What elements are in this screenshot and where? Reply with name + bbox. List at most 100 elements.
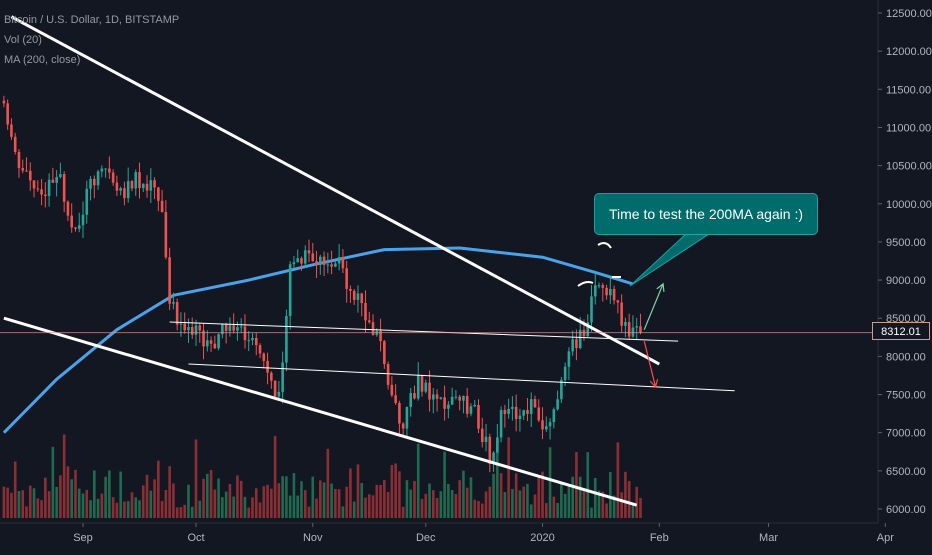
- volume-bar: [66, 466, 70, 518]
- candle-body: [206, 340, 209, 347]
- volume-bar: [458, 480, 461, 518]
- volume-bar: [560, 482, 563, 518]
- volume-bar: [221, 497, 224, 518]
- candle-body: [93, 178, 96, 186]
- volume-bar: [454, 494, 458, 518]
- volume-bar: [469, 477, 473, 518]
- candle-body: [405, 406, 409, 429]
- candle-body: [281, 362, 284, 392]
- candle-body: [190, 326, 194, 335]
- candle-body: [47, 179, 51, 197]
- volume-bar: [507, 437, 510, 518]
- candle-body: [153, 180, 156, 188]
- x-tick-label: Oct: [187, 532, 204, 544]
- volume-bar: [183, 504, 186, 518]
- volume-bar: [168, 466, 171, 518]
- volume-bar: [81, 493, 85, 518]
- candle-body: [390, 384, 394, 396]
- volume-bar: [315, 498, 318, 518]
- candle-body: [172, 302, 175, 304]
- volume-bar: [356, 464, 360, 518]
- candle-body: [413, 393, 416, 399]
- volume-bar: [13, 461, 17, 518]
- candle-body: [28, 170, 32, 181]
- volume-bar: [352, 501, 356, 518]
- volume-bar: [567, 484, 571, 518]
- volume-bar: [337, 489, 341, 518]
- volume-bar: [473, 499, 477, 518]
- candle-body: [560, 379, 563, 400]
- volume-bar: [209, 470, 213, 518]
- volume-bar: [108, 470, 111, 518]
- candle-body: [66, 201, 70, 216]
- candle-body: [251, 337, 254, 341]
- candle-body: [21, 168, 25, 171]
- volume-bar: [307, 506, 311, 518]
- candle-body: [254, 337, 258, 346]
- symbol-title[interactable]: Bitcoin / U.S. Dollar, 1D, BITSTAMP: [4, 14, 180, 26]
- candle-body: [300, 258, 303, 264]
- volume-bar: [224, 491, 228, 518]
- y-tick-label: 11000.00: [886, 122, 931, 134]
- volume-bar: [292, 473, 296, 518]
- candle-body: [183, 323, 186, 331]
- projection-arrow-head: [656, 282, 665, 292]
- candle-body: [10, 124, 13, 137]
- candle-body: [488, 436, 492, 464]
- volume-bar: [47, 491, 51, 518]
- ma-indicator-label[interactable]: MA (200, close): [4, 54, 81, 66]
- volume-bar: [586, 452, 590, 518]
- candle-body: [439, 397, 443, 399]
- candle-body: [609, 288, 612, 296]
- candle-body: [458, 396, 461, 401]
- candle-body: [224, 324, 228, 331]
- x-tick-label: 2020: [530, 532, 554, 544]
- volume-bar: [484, 491, 488, 518]
- volume-bar: [179, 507, 183, 518]
- candle-body: [40, 189, 43, 195]
- volume-bar: [55, 486, 58, 518]
- volume-bar: [319, 480, 322, 518]
- candle-body: [55, 177, 58, 183]
- trend-line-support-flat: [188, 363, 735, 392]
- annotation-callout[interactable]: Time to test the 200MA again :): [594, 193, 818, 235]
- volume-bar: [435, 497, 439, 518]
- volume-bar: [364, 497, 367, 518]
- volume-bar: [593, 477, 597, 518]
- candle-body: [326, 264, 330, 266]
- candle-body: [409, 393, 412, 407]
- candle-body: [81, 214, 85, 226]
- volume-bar: [492, 473, 495, 518]
- volume-bar: [620, 492, 623, 518]
- candle-body: [616, 300, 620, 303]
- volume-bar: [582, 491, 586, 518]
- volume-bar: [251, 497, 254, 518]
- volume-bar: [326, 448, 330, 518]
- volume-bar: [627, 480, 631, 518]
- y-tick-label: 7500.00: [886, 390, 926, 402]
- volume-bar: [529, 504, 533, 518]
- candle-body: [533, 399, 537, 408]
- volume-bar: [447, 483, 450, 518]
- candle-body: [496, 437, 499, 453]
- volume-bar: [194, 439, 198, 518]
- candle-body: [398, 403, 401, 424]
- volume-bar: [198, 500, 202, 518]
- volume-bar: [450, 489, 454, 518]
- candle-body: [578, 329, 582, 349]
- candle-body: [270, 372, 273, 381]
- volume-bar: [330, 483, 333, 518]
- volume-bar: [236, 475, 239, 518]
- volume-bar: [601, 491, 605, 518]
- candle-body: [44, 194, 47, 197]
- candle-body: [394, 395, 397, 404]
- candle-body: [379, 330, 382, 342]
- candle-body: [620, 302, 623, 326]
- candle-body: [288, 264, 292, 317]
- volume-indicator-label[interactable]: Vol (20): [4, 34, 42, 46]
- volume-bar: [100, 493, 104, 518]
- x-tick-label: Dec: [416, 532, 436, 544]
- candle-body: [586, 322, 590, 337]
